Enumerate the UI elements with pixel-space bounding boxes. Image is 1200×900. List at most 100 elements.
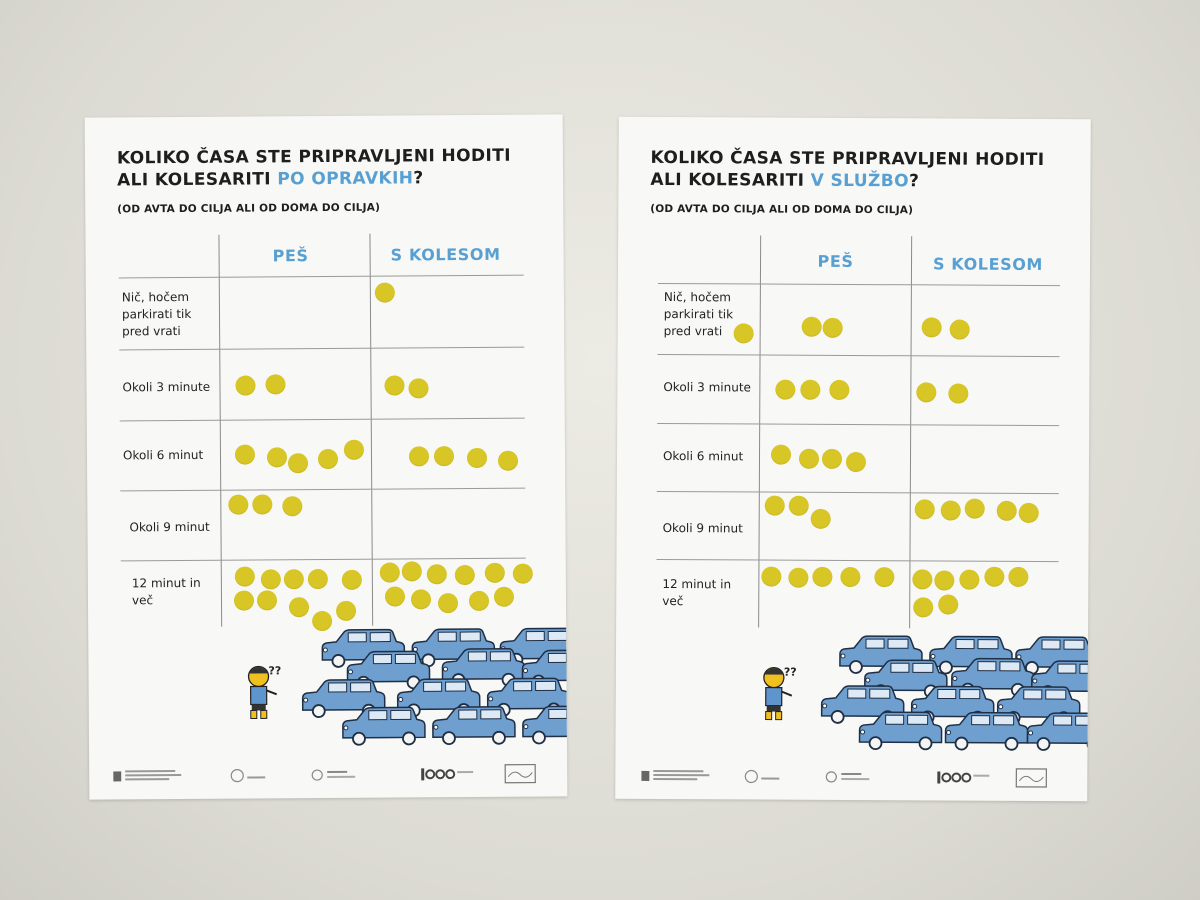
vote-dot [343,439,365,460]
table-divider [218,234,223,627]
ipop-logo [421,768,474,781]
vote-dot [775,379,796,400]
vote-dot [228,494,249,515]
vote-dot [408,378,429,399]
vote-dot [764,495,785,516]
vote-dot [914,499,935,520]
vote-dot [733,323,754,344]
vote-dot [401,561,422,582]
vote-dot [288,597,310,618]
vote-dot [964,498,985,519]
vote-dot [287,453,309,474]
vote-dot [317,448,339,470]
vote-dot [252,494,273,515]
ministry-logo [641,769,710,781]
vote-dot [940,500,961,521]
vote-dot [408,446,430,467]
kra-lur-logo [825,771,870,783]
table-divider [656,558,1059,563]
vote-dot [234,566,255,587]
row-label: Okoli 6 minut [122,447,204,463]
vote-dot [282,496,303,517]
vote-dot [1018,502,1039,523]
traffic-jam-illustration: ?? [247,627,568,746]
municipality-logo [744,769,780,784]
vote-dot [437,593,459,614]
vote-dot [996,500,1017,521]
column-header-walk: PEŠ [817,251,854,271]
vote-dot [234,444,256,465]
column-header-walk: PEŠ [272,246,309,266]
row-label: Okoli 6 minut [662,449,744,464]
vote-dot [761,566,782,587]
table-divider [119,417,525,422]
vote-dot [810,508,831,529]
row-label: Okoli 9 minut [662,521,743,536]
question-marks: ?? [268,664,281,677]
column-header-bike: S KOLESOM [932,254,1044,274]
table-divider [909,236,913,629]
row-label: Nič, hočem parkirati tik pred vrati [121,289,192,339]
vote-dot [1008,566,1029,587]
municipality-logo [230,769,266,783]
vote-dot [913,597,934,618]
ipop-logo [937,771,990,784]
vote-dot [265,374,286,395]
poster-v-sluzbo: KOLIKO ČASA STE PRIPRAVLJENI HODITI ALI … [615,116,1091,802]
vote-dot [934,570,955,591]
vote-dot [874,567,895,588]
traffic-jam-illustration: ?? [763,635,1089,752]
project-logo [504,763,536,784]
table-divider [120,487,526,492]
vote-dot [336,600,357,621]
question-marks: ?? [784,666,797,679]
table-divider [120,557,526,562]
vote-dot [384,375,405,396]
vote-dot [283,569,304,590]
vote-dot [916,382,937,403]
table-divider [758,235,762,628]
vote-dot [840,566,861,588]
vote-dot [921,317,942,338]
ministry-logo [113,770,182,782]
vote-dot [410,589,432,610]
vote-dot [959,569,980,590]
vote-dot [379,562,400,583]
vote-dot [493,586,515,607]
vote-dot [484,562,505,583]
vote-dot [948,383,969,404]
vote-dot [984,566,1005,587]
vote-dot [235,375,256,396]
table-divider [119,346,525,351]
row-label: 12 minut in več [131,575,201,608]
row-label: 12 minut in več [662,577,732,609]
vote-dot [307,568,328,590]
vote-dot [374,282,395,303]
vote-dot [800,379,821,400]
table-divider [369,233,374,626]
poster-po-opravkih: KOLIKO ČASA STE PRIPRAVLJENI HODITI ALI … [84,114,568,800]
table-divider [656,490,1059,495]
row-label: Okoli 3 minute [663,380,751,395]
kra-lur-logo [311,769,356,781]
row-label: Okoli 3 minute [122,379,211,395]
vote-dot [256,590,278,611]
vote-dot [266,447,288,468]
vote-dot [497,450,519,471]
vote-dot [770,444,792,465]
vote-dot [845,451,867,473]
vote-dot [938,594,959,615]
sponsor-logos [635,761,1067,793]
vote-dot [829,379,850,400]
vote-dot [466,447,488,469]
vote-dot [822,317,843,338]
boy-figure: ?? [247,664,281,720]
vote-dot [512,563,533,584]
vote-dot [433,446,455,467]
table-divider [118,274,524,279]
vote-dot [788,567,809,588]
table-divider [657,353,1060,358]
vote-dot [821,448,843,469]
table-divider [657,282,1060,287]
vote-dot [341,569,362,590]
